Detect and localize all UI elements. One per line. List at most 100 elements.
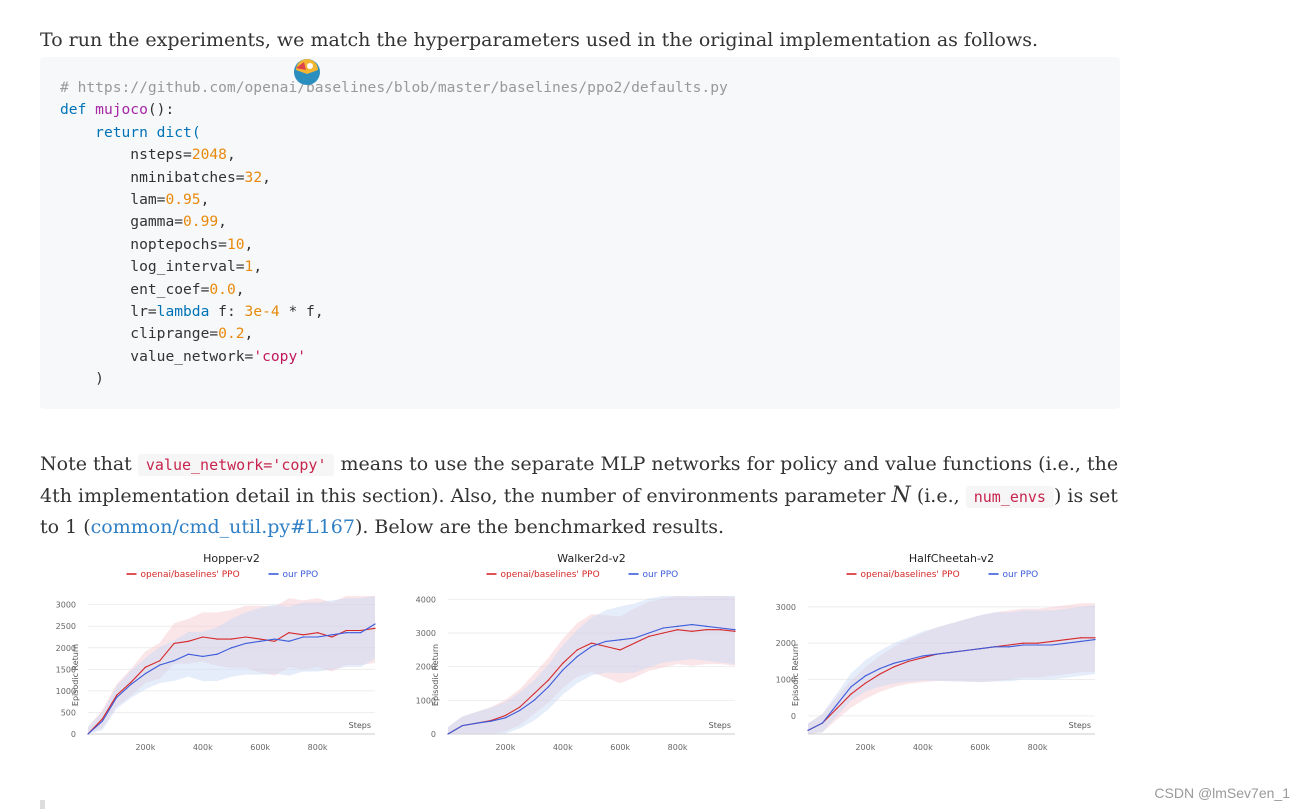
x-tick-label: 600k [970,743,990,752]
intro-paragraph: To run the experiments, we match the hyp… [40,29,1039,51]
y-tick-label: 3000 [56,601,76,610]
data-point [273,640,276,642]
legend-label: openai/baselines' PPO [141,570,240,580]
x-tick-label: 800k [668,743,688,752]
data-point [447,733,449,735]
data-point [605,645,607,648]
x-tick-label: 400k [553,743,573,752]
data-point [273,638,276,640]
data-point [734,629,736,631]
data-point [691,624,693,626]
data-point [360,632,362,634]
data-point [562,669,564,671]
cmd-util-link[interactable]: common/cmd_util.py#L167 [90,516,355,538]
data-point [317,632,319,634]
data-point [1065,642,1067,644]
data-point [259,638,261,640]
data-point [720,627,722,629]
data-point [519,709,521,712]
data-point [979,648,981,650]
confidence-band [808,605,1095,734]
data-point [619,649,621,651]
data-point [590,645,593,648]
y-tick-label: 0 [431,730,436,739]
avatar-icon [294,59,320,85]
data-point [734,630,736,632]
data-point [1022,642,1024,644]
data-point [850,686,852,688]
y-tick-label: 1000 [416,696,436,705]
data-point [461,724,463,727]
data-point [159,664,161,666]
data-point [807,729,809,731]
data-point [202,636,204,638]
data-point [533,699,535,701]
data-point [633,637,636,639]
data-point [1094,637,1096,639]
data-point [662,632,664,634]
chart-walker2d-svg: Walker2d-v2 openai/baselines' PPO our PPO E… [416,552,736,752]
note-paragraph: Note that value_network='copy' means to … [40,453,1119,538]
chart-title: HalfCheetah-v2 [909,552,994,565]
data-point [1051,644,1053,646]
data-point [202,655,204,657]
data-point [1008,646,1010,648]
data-point [547,679,550,681]
x-tick-label: 200k [495,743,515,752]
data-point [374,627,376,629]
data-point [576,655,578,658]
chart-hopper-svg: Hopper-v2 openai/baselines' PPO our PPO Epi… [56,552,376,752]
data-point [605,640,607,643]
data-point [691,630,693,632]
data-point [230,638,233,640]
code-def-keyword: def [60,101,87,119]
data-point [476,722,478,724]
data-point [259,640,261,642]
data-point [720,629,722,631]
code-dict-call: dict( [156,123,201,141]
data-point [662,627,664,629]
x-tick-label: 800k [1028,743,1048,752]
y-tick-label: 2000 [416,663,436,672]
data-point [562,662,564,664]
data-point [950,651,953,653]
code-block[interactable]: # https://github.com/openai/baselines/bl… [40,57,1120,409]
data-point [519,706,521,708]
code-return-keyword: return [95,123,148,141]
data-point [922,657,924,659]
x-axis-label: Steps [349,721,371,730]
data-point [216,653,218,655]
data-point [1080,640,1082,642]
code-comment: # https://github.com/openai/baselines/bl… [60,79,728,96]
data-point [130,683,132,686]
data-point [922,655,924,657]
data-point [302,636,304,638]
data-point [633,642,636,644]
data-point [590,642,593,644]
y-tick-label: 2000 [776,639,796,648]
data-point [245,636,247,638]
legend-label: our PPO [283,570,319,580]
data-point [705,625,707,627]
data-point [1022,644,1024,646]
data-point [677,625,679,627]
x-tick-label: 400k [193,743,213,752]
data-point [576,649,578,651]
data-point [705,629,707,631]
legend-label: openai/baselines' PPO [861,570,960,580]
chart-walker2d: Walker2d-v2 openai/baselines' PPO our PPO E… [400,548,750,763]
data-point [288,640,290,642]
confidence-band [88,596,375,734]
data-point [130,681,132,683]
data-point [1080,637,1082,639]
data-point [836,707,838,710]
inline-code-num-envs: num_envs [965,485,1054,508]
data-point [864,682,866,684]
data-point [490,720,492,722]
data-point [144,666,146,668]
y-axis-label: Episodic Return [71,644,80,706]
y-tick-label: 0 [791,712,796,721]
data-point [850,693,852,695]
confidence-band [448,596,735,734]
x-tick-label: 200k [855,743,875,752]
